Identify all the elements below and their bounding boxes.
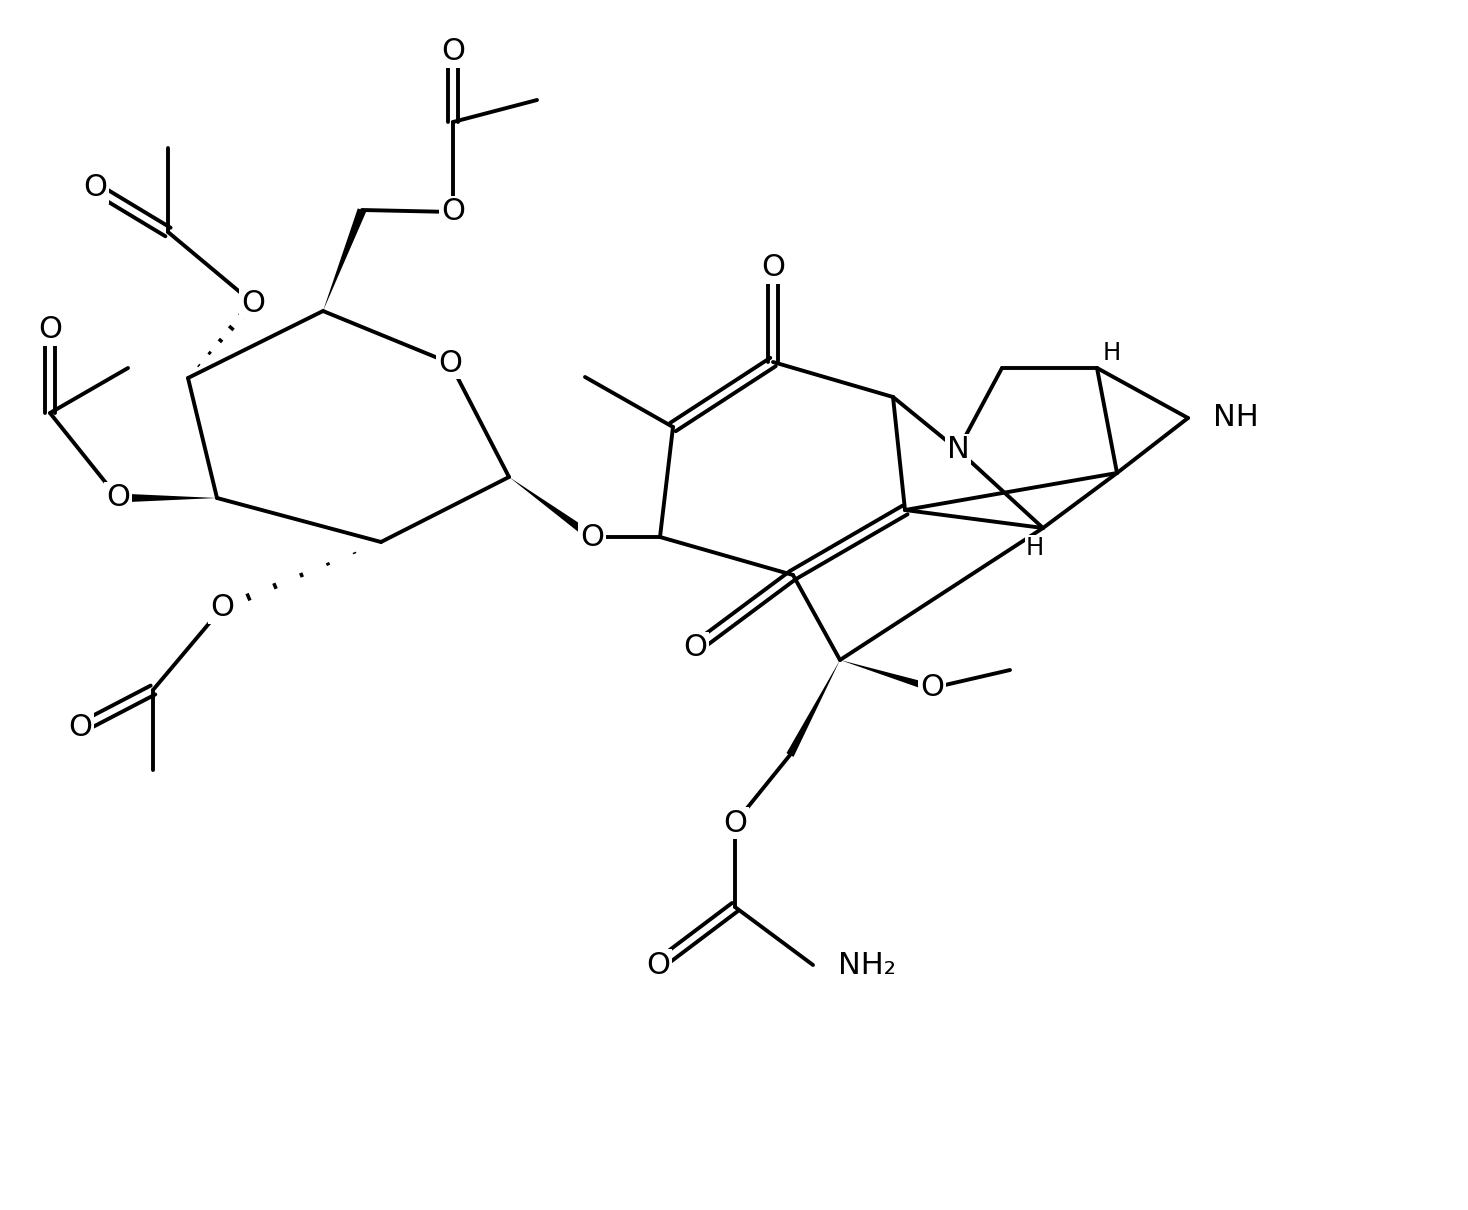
Text: H: H [1102,341,1122,365]
Text: H: H [1026,536,1044,560]
Text: O: O [241,288,266,317]
Polygon shape [323,208,366,311]
Text: O: O [920,674,944,703]
Text: O: O [683,634,708,663]
Text: NH₂: NH₂ [838,951,895,980]
Polygon shape [509,477,595,541]
Polygon shape [840,659,934,692]
Text: O: O [38,316,62,345]
Text: O: O [646,951,669,980]
Text: O: O [440,38,465,67]
Text: O: O [724,808,747,837]
Text: O: O [210,593,233,622]
Polygon shape [117,494,217,502]
Text: O: O [68,714,92,743]
Text: N: N [947,436,969,465]
Text: O: O [440,197,465,226]
Text: O: O [106,484,131,513]
Text: O: O [437,348,462,378]
Text: NH: NH [1213,403,1258,432]
Text: O: O [84,173,107,202]
Polygon shape [787,659,840,757]
Text: O: O [580,523,603,552]
Text: O: O [760,254,785,282]
